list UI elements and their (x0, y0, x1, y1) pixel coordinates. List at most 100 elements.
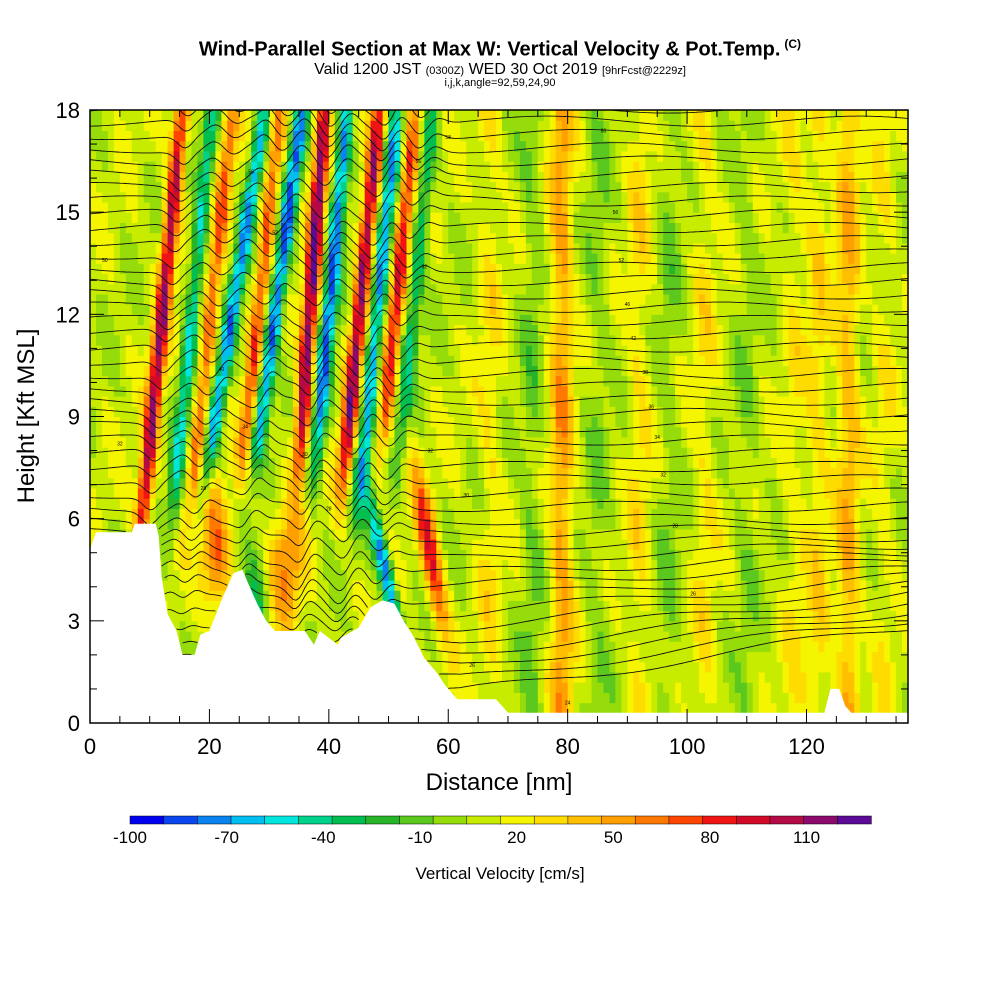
w-cell (484, 283, 491, 295)
w-cell (173, 528, 181, 540)
w-cell (382, 120, 390, 131)
w-cell (454, 324, 461, 336)
w-cell (376, 365, 384, 377)
w-cell (119, 191, 127, 203)
w-cell (191, 641, 199, 653)
w-cell (310, 559, 318, 571)
w-cell (543, 324, 551, 336)
w-cell (513, 641, 521, 653)
w-cell (567, 385, 575, 397)
w-cell (537, 304, 545, 315)
w-cell (239, 477, 246, 489)
w-cell (555, 253, 563, 264)
w-cell (227, 304, 234, 315)
w-cell (131, 396, 139, 407)
w-cell (466, 140, 473, 152)
w-cell (197, 283, 205, 295)
w-cell (394, 600, 402, 612)
w-cell (502, 447, 509, 458)
w-cell (137, 232, 145, 244)
w-cell (561, 150, 569, 162)
w-cell (472, 467, 479, 479)
w-cell (561, 631, 569, 642)
w-cell (448, 263, 455, 274)
w-cell (352, 580, 360, 591)
w-cell (197, 263, 205, 274)
w-cell (376, 477, 384, 489)
w-cell (185, 518, 193, 530)
w-cell (125, 304, 133, 315)
w-cell (179, 457, 187, 469)
w-cell (496, 222, 503, 234)
w-cell (245, 324, 252, 336)
w-cell (155, 416, 163, 428)
w-cell (490, 539, 497, 550)
w-cell (400, 436, 408, 448)
w-cell (191, 457, 199, 469)
w-cell (382, 253, 390, 264)
w-cell (508, 263, 515, 274)
w-cell (478, 171, 485, 183)
w-cell (418, 477, 425, 489)
w-cell (251, 406, 258, 418)
w-cell (406, 488, 414, 499)
w-cell (376, 457, 384, 469)
w-cell (376, 539, 384, 550)
w-cell (442, 498, 449, 509)
w-cell (448, 467, 455, 479)
w-cell (382, 528, 390, 540)
w-cell (287, 569, 294, 581)
w-cell (519, 447, 527, 458)
w-cell (149, 253, 157, 264)
w-cell (149, 498, 157, 509)
w-cell (251, 580, 258, 591)
w-cell (537, 242, 545, 254)
w-cell (155, 140, 163, 152)
w-cell (251, 375, 258, 387)
w-cell (221, 498, 228, 509)
w-cell (107, 508, 115, 520)
w-cell (119, 293, 127, 305)
w-cell (185, 263, 193, 274)
w-cell (484, 396, 491, 407)
w-cell (191, 293, 199, 305)
w-cell (316, 365, 324, 377)
w-cell (107, 467, 115, 479)
w-cell (537, 396, 545, 407)
w-cell (484, 467, 491, 479)
w-cell (304, 477, 312, 489)
w-cell (209, 508, 216, 520)
w-cell (263, 539, 270, 550)
w-cell (579, 508, 587, 520)
w-cell (549, 477, 557, 489)
w-cell (496, 140, 503, 152)
w-cell (197, 508, 205, 520)
w-cell (328, 457, 336, 469)
w-cell (167, 436, 175, 448)
w-cell (364, 150, 372, 162)
w-cell (430, 457, 437, 469)
w-cell (531, 191, 539, 203)
w-cell (430, 498, 437, 509)
w-cell (436, 528, 443, 540)
w-cell (340, 518, 348, 530)
w-cell (472, 406, 479, 418)
w-cell (352, 242, 360, 254)
w-cell (573, 140, 581, 152)
w-cell (101, 171, 109, 183)
w-cell (448, 283, 455, 295)
w-cell (436, 171, 443, 183)
w-cell (531, 120, 539, 131)
w-cell (161, 457, 169, 469)
w-cell (525, 375, 533, 387)
w-cell (245, 396, 252, 407)
w-cell (101, 130, 109, 142)
w-cell (251, 488, 258, 499)
w-cell (245, 242, 252, 254)
w-cell (328, 477, 336, 489)
w-cell (119, 242, 127, 254)
w-cell (537, 447, 545, 458)
w-cell (370, 273, 378, 285)
w-cell (316, 447, 324, 458)
w-cell (143, 110, 151, 121)
